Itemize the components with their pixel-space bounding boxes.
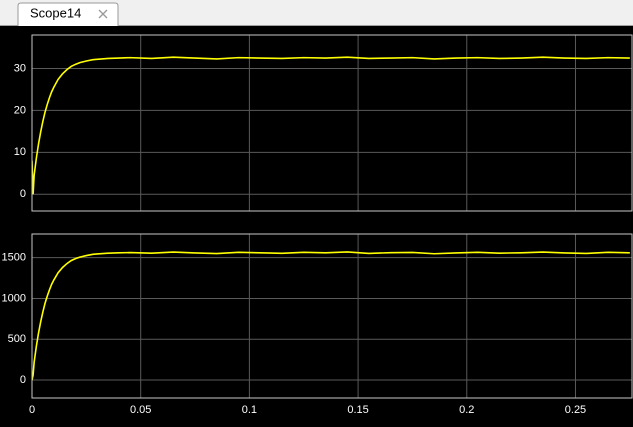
y-tick-label: 0 — [20, 188, 26, 200]
tab-title[interactable]: Scope14 — [30, 5, 81, 20]
tab-close[interactable] — [98, 9, 108, 19]
x-tick-label: 0.1 — [242, 404, 257, 416]
signal-line — [32, 251, 630, 381]
y-tick-label: 1000 — [2, 292, 26, 304]
axes-border — [31, 34, 633, 212]
axes-border — [31, 233, 633, 399]
tab[interactable] — [17, 2, 119, 26]
x-tick-label: 0.2 — [459, 404, 474, 416]
y-tick-label: 1500 — [2, 252, 26, 264]
x-tick-label: 0.15 — [347, 404, 368, 416]
x-tick-label: 0.25 — [565, 404, 586, 416]
y-tick-label: 30 — [14, 62, 26, 74]
x-tick-label: 0.05 — [130, 404, 151, 416]
y-tick-label: 500 — [8, 333, 26, 345]
y-tick-label: 0 — [20, 374, 26, 386]
y-tick-label: 20 — [14, 104, 26, 116]
x-tick-label: 0 — [29, 404, 35, 416]
signal-line — [32, 56, 630, 195]
plot-area — [32, 234, 632, 398]
plot-area — [32, 35, 632, 211]
y-tick-label: 10 — [14, 146, 26, 158]
